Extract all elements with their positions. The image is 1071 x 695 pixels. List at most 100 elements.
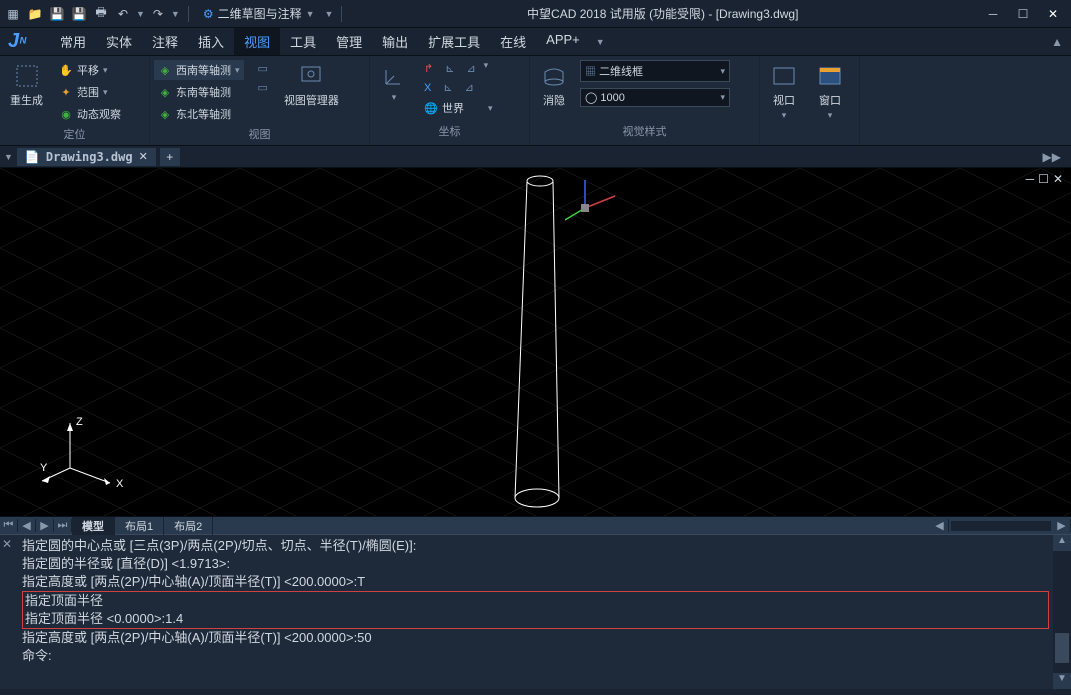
ucs-button[interactable]: ▾ [374, 60, 414, 105]
menu-tab-1[interactable]: 实体 [96, 28, 142, 55]
drawing-viewport[interactable]: X Y Z ─ ☐ ✕ [0, 168, 1071, 516]
coord-tool[interactable]: ⊾ [441, 60, 458, 77]
vp-close-icon[interactable]: ✕ [1053, 172, 1063, 186]
sw-iso-button[interactable]: ◈西南等轴测▾ [154, 60, 244, 80]
qat-customize-icon[interactable]: ▼ [325, 9, 334, 19]
world-ucs-button[interactable]: 🌐世界▾ [420, 98, 497, 118]
viewport-button[interactable]: 视口▾ [764, 60, 804, 123]
menu-tab-9[interactable]: 在线 [490, 28, 536, 55]
layout-prev-icon[interactable]: ◀ [18, 519, 36, 532]
cmd-close-icon[interactable]: ✕ [0, 535, 18, 689]
save-icon[interactable]: 💾 [48, 5, 66, 23]
gear-icon: ⚙ [203, 7, 214, 21]
app-logo: Jᴺ [8, 30, 44, 54]
ribbon: 重生成 ✋平移▾ ✦范围▾ ◉动态观察 定位 ◈西南等轴测▾ ◈东南等轴测 ◈东… [0, 56, 1071, 146]
quick-access-toolbar: ▦ 📁 💾 💾 🖶 ↶ ▼ ↷ ▼ ⚙ 二维草图与注释 ▼ ▼ [4, 3, 346, 24]
minimize-button[interactable]: ─ [979, 4, 1007, 24]
menu-tab-7[interactable]: 输出 [372, 28, 418, 55]
orbit-button[interactable]: ◉动态观察 [55, 104, 125, 124]
view-tool-1[interactable]: ▭ [254, 60, 272, 77]
se-iso-button[interactable]: ◈东南等轴测 [154, 82, 244, 102]
menu-tab-2[interactable]: 注释 [142, 28, 188, 55]
ucs-icon [380, 62, 408, 90]
undo-icon[interactable]: ↶ [114, 5, 132, 23]
menu-more-icon[interactable]: ▼ [596, 37, 605, 47]
workspace-selector[interactable]: ⚙ 二维草图与注释 ▼ [197, 3, 321, 24]
document-tab[interactable]: 📄 Drawing3.dwg ✕ [17, 148, 156, 166]
layout-tab-1[interactable]: 布局1 [115, 517, 164, 535]
layout-first-icon[interactable]: ⏮ [0, 519, 18, 532]
pan-button[interactable]: ✋平移▾ [55, 60, 125, 80]
view-gizmo[interactable] [565, 178, 625, 231]
close-button[interactable]: ✕ [1039, 4, 1067, 24]
scroll-up-icon[interactable]: ▲ [1053, 535, 1071, 551]
undo-dropdown-icon[interactable]: ▼ [136, 9, 145, 19]
window-icon [816, 62, 844, 90]
ucs-icon-display: X Y Z [40, 413, 140, 496]
menu-tab-6[interactable]: 管理 [326, 28, 372, 55]
view-manager-icon [297, 62, 325, 90]
tab-overflow-icon[interactable]: ▶▶ [1043, 150, 1061, 164]
hide-button[interactable]: 消隐 [534, 60, 574, 110]
view-manager-button[interactable]: 视图管理器 [278, 60, 345, 110]
menu-tab-3[interactable]: 插入 [188, 28, 234, 55]
coord-tool[interactable]: ⊿ [462, 60, 479, 77]
menu-tab-10[interactable]: APP+ [536, 28, 590, 55]
saveas-icon[interactable]: 💾 [70, 5, 88, 23]
extents-button[interactable]: ✦范围▾ [55, 82, 125, 102]
cube-icon: ◈ [158, 107, 172, 121]
ribbon-panel-viewport: 视口▾ 窗口▾ [760, 56, 860, 145]
maximize-button[interactable]: ☐ [1009, 4, 1037, 24]
vp-min-icon[interactable]: ─ [1026, 172, 1035, 186]
redo-dropdown-icon[interactable]: ▼ [171, 9, 180, 19]
cube-icon: ◈ [158, 63, 172, 77]
circle-icon: ◯ [585, 92, 597, 104]
scroll-thumb[interactable] [1055, 633, 1069, 663]
window-controls: ─ ☐ ✕ [979, 4, 1067, 24]
command-history[interactable]: 指定圆的中心点或 [三点(3P)/两点(2P)/切点、切点、半径(T)/椭圆(E… [18, 535, 1053, 689]
tab-nav-icon[interactable]: ▼ [4, 152, 13, 162]
menu-tab-4[interactable]: 视图 [234, 28, 280, 55]
value-combo[interactable]: ◯ 1000▾ [580, 88, 730, 107]
menu-tab-0[interactable]: 常用 [50, 28, 96, 55]
redo-icon[interactable]: ↷ [149, 5, 167, 23]
vp-max-icon[interactable]: ☐ [1038, 172, 1049, 186]
app-menu-icon[interactable]: ▦ [4, 5, 22, 23]
command-line: 指定高度或 [两点(2P)/中心轴(A)/顶面半径(T)] <200.0000>… [22, 629, 1049, 647]
tab-close-icon[interactable]: ✕ [139, 150, 148, 163]
window-button[interactable]: 窗口▾ [810, 60, 850, 123]
coord-x[interactable]: X [420, 79, 435, 96]
scroll-down-icon[interactable]: ▼ [1053, 673, 1071, 689]
layout-scroll-left[interactable]: ◀ [931, 519, 949, 532]
globe-icon: 🌐 [424, 101, 438, 115]
command-scrollbar[interactable]: ▲ ▼ [1053, 535, 1071, 689]
view-tool-2[interactable]: ▭ [254, 79, 272, 96]
layout-next-icon[interactable]: ▶ [36, 519, 54, 532]
plot-icon[interactable]: 🖶 [92, 5, 110, 23]
svg-text:Y: Y [40, 462, 48, 474]
layout-scroll-right[interactable]: ▶ [1053, 519, 1071, 532]
regen-button[interactable]: 重生成 [4, 60, 49, 110]
workspace-label: 二维草图与注释 [218, 5, 302, 22]
menu-tab-5[interactable]: 工具 [280, 28, 326, 55]
coord-tool[interactable]: ⊾ [439, 79, 456, 96]
layout-tab-2[interactable]: 布局2 [164, 517, 213, 535]
title-bar: ▦ 📁 💾 💾 🖶 ↶ ▼ ↷ ▼ ⚙ 二维草图与注释 ▼ ▼ 中望CAD 20… [0, 0, 1071, 28]
layout-tab-0[interactable]: 模型 [72, 517, 115, 535]
command-line: 指定高度或 [两点(2P)/中心轴(A)/顶面半径(T)] <200.0000>… [22, 573, 1049, 591]
tab-add-button[interactable]: + [160, 148, 180, 166]
open-icon[interactable]: 📁 [26, 5, 44, 23]
svg-text:Z: Z [76, 416, 83, 428]
command-window: ✕ 指定圆的中心点或 [三点(3P)/两点(2P)/切点、切点、半径(T)/椭圆… [0, 534, 1071, 689]
svg-text:X: X [116, 478, 124, 490]
ribbon-minimize-icon[interactable]: ▲ [1051, 35, 1063, 49]
coord-tool[interactable]: ↱ [420, 60, 437, 77]
visual-style-combo[interactable]: ▦ 二维线框▾ [580, 60, 730, 82]
coord-tool[interactable]: ⊿ [461, 79, 478, 96]
ne-iso-button[interactable]: ◈东北等轴测 [154, 104, 244, 124]
layout-last-icon[interactable]: ⏭ [54, 519, 72, 532]
command-line: 指定圆的半径或 [直径(D)] <1.9713>: [22, 555, 1049, 573]
menu-tab-8[interactable]: 扩展工具 [418, 28, 490, 55]
cube-icon: ◈ [158, 85, 172, 99]
viewport-window-controls: ─ ☐ ✕ [1026, 172, 1063, 186]
